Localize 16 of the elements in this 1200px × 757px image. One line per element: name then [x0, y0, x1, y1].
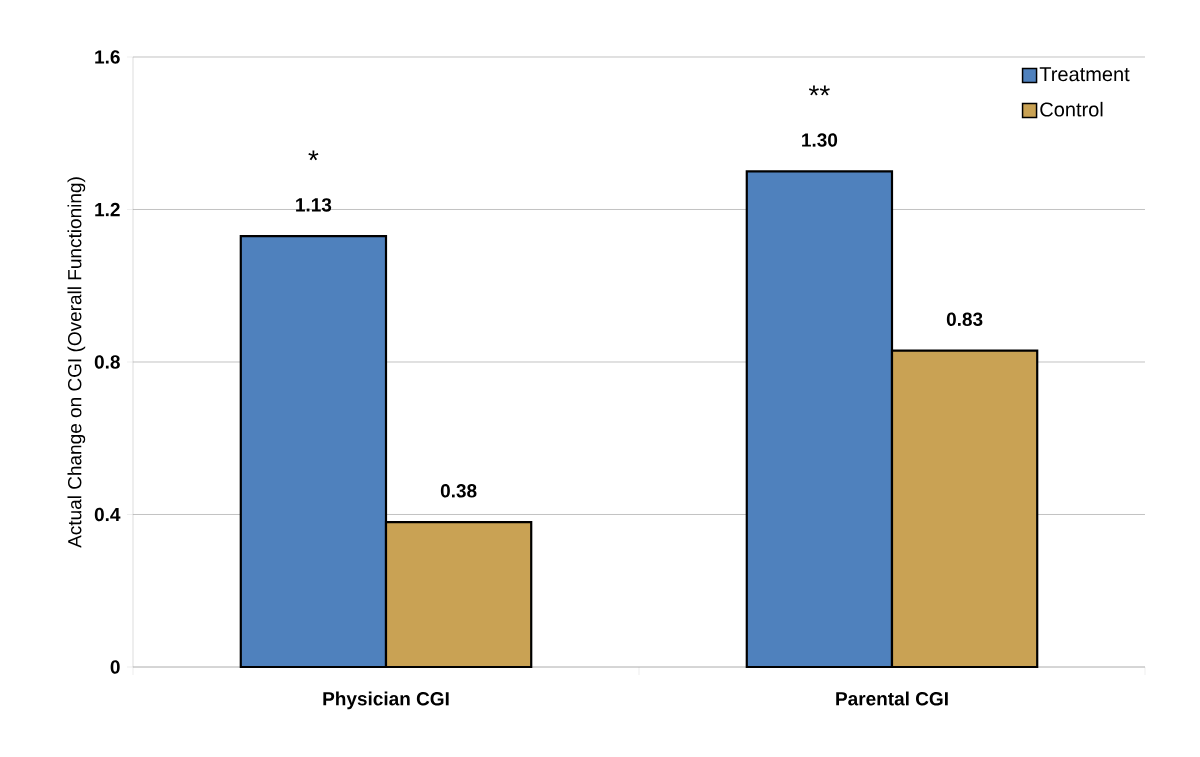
legend-label: Control — [1040, 101, 1103, 117]
data-label: 1.30 — [802, 133, 838, 147]
annotation: * — [308, 150, 319, 161]
data-label: 0.83 — [946, 312, 983, 327]
legend-label: Treatment — [1039, 67, 1130, 82]
x-tick-label: Physician CGI — [323, 691, 449, 710]
y-tick-label: 1.6 — [95, 50, 120, 64]
y-tick-label: 0 — [110, 660, 120, 674]
annotation: ** — [808, 85, 830, 96]
y-tick-label: 1.2 — [95, 202, 120, 217]
x-tick-label: Parental CGI — [836, 691, 948, 706]
data-label: 0.38 — [440, 484, 477, 498]
y-tick-label: 0.4 — [94, 507, 121, 522]
y-tick-label: 0.8 — [94, 355, 120, 369]
data-label: 1.13 — [296, 198, 332, 212]
y-axis-title: Actual Change on CGI (Overall Functioning) — [67, 177, 86, 548]
